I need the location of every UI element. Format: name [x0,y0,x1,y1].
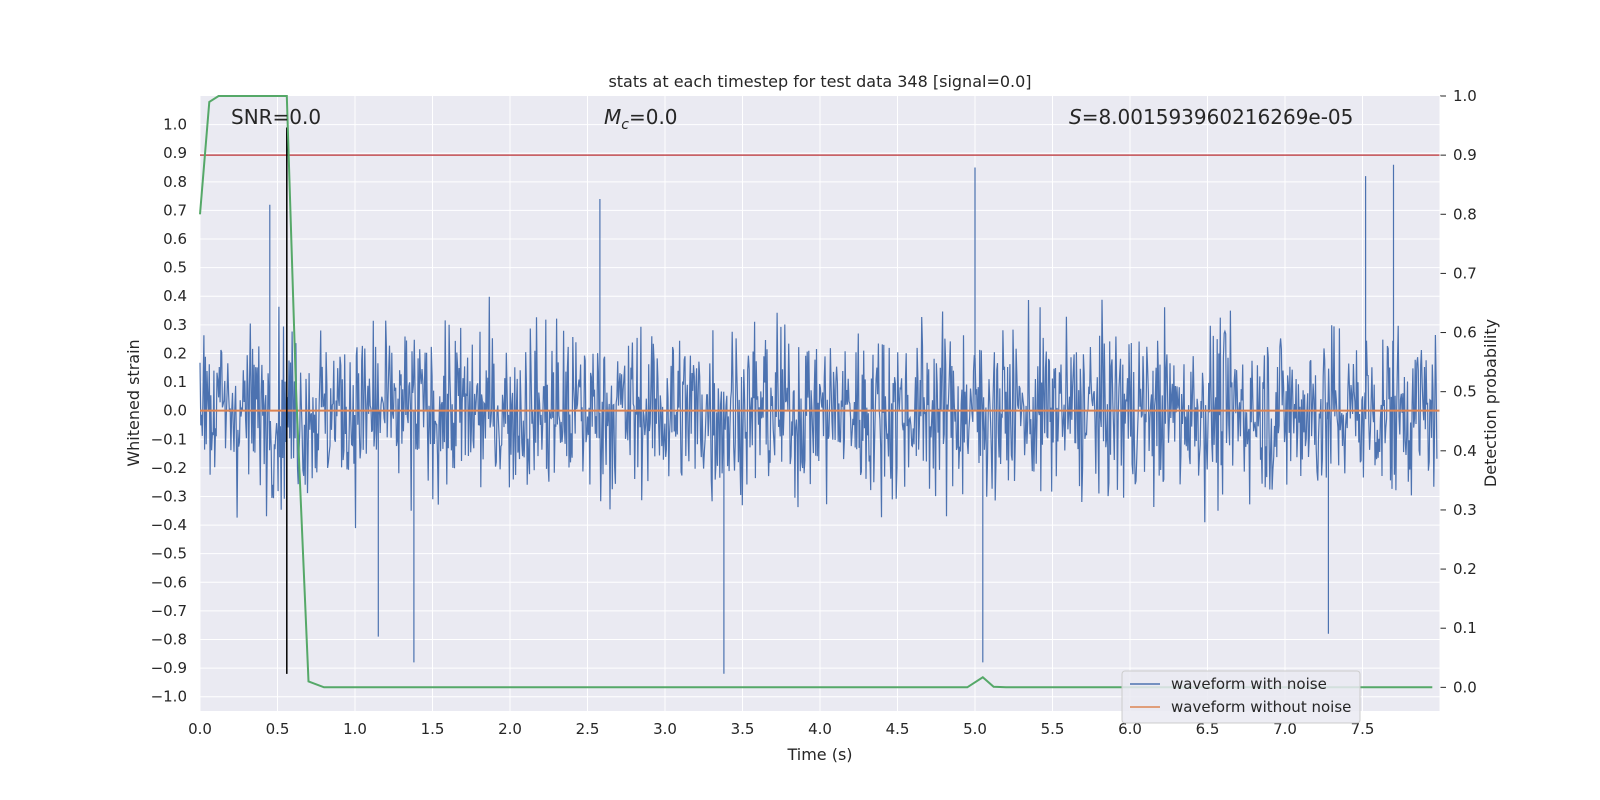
x-tick-label: 4.5 [886,720,910,738]
noise-waveform [199,164,1438,674]
x-tick-label: 3.5 [731,720,755,738]
y-tick-label: 0.2 [163,344,187,362]
y-tick-label: 0.0 [163,402,187,420]
y-axis-label: Whitened strain [124,339,143,466]
x-tick-label: 1.0 [343,720,367,738]
x-tick-label: 4.0 [808,720,832,738]
overlay-lines [199,95,1440,689]
y-tick-label: −0.8 [151,630,187,648]
y-tick-label: 0.7 [163,201,187,219]
legend-box [1121,670,1361,724]
noise-waveform-line [199,164,1438,674]
legend: waveform with noise waveform without noi… [1121,670,1361,724]
y2-tick-label: 0.0 [1453,678,1477,696]
y-tick-label: 0.9 [163,144,187,162]
x-tick-label: 2.5 [576,720,600,738]
y-tick-label: −1.0 [151,688,187,706]
y2-tick-label: 0.6 [1453,324,1477,342]
x-tick-label: 6.5 [1196,720,1220,738]
y-tick-label: 0.6 [163,230,187,248]
chart-title: stats at each timestep for test data 348… [608,72,1031,91]
x-axis-label: Time (s) [786,745,852,764]
x-tick-label: 6.0 [1118,720,1142,738]
y-tick-label: −0.3 [151,487,187,505]
snr-annotation: SNR=0.0 [231,105,321,129]
y-tick-label: −0.9 [151,659,187,677]
y-tick-label: −0.6 [151,573,187,591]
x-tick-label: 7.0 [1273,720,1297,738]
y2-tick-label: 1.0 [1453,87,1477,105]
y-tick-label: 0.4 [163,287,187,305]
y2-tick-label: 0.9 [1453,146,1477,164]
y2-tick-label: 0.2 [1453,560,1477,578]
y-tick-label: −0.4 [151,516,187,534]
y-tick-label: 1.0 [163,116,187,134]
y2-tick-label: 0.5 [1453,383,1477,401]
x-tick-label: 5.0 [963,720,987,738]
y-tick-label: 0.8 [163,173,187,191]
y-tick-label: 0.3 [163,316,187,334]
y-tick-label: −0.1 [151,430,187,448]
x-tick-label: 2.0 [498,720,522,738]
s-annotation: S=8.001593960216269e-05 [1069,105,1353,129]
x-tick-label: 1.5 [421,720,445,738]
y2-tick-label: 0.3 [1453,501,1477,519]
axes: 0.0 0.5 1.0 1.5 2.0 2.5 3.0 3.5 4.0 4.5 5.0 5.5 6.0 6… [151,87,1477,738]
x-tick-label: 0.5 [266,720,290,738]
y-tick-label: −0.7 [151,602,187,620]
y-tick-label: −0.2 [151,459,187,477]
y2-tick-label: 0.1 [1453,619,1477,637]
y2-tick-label: 0.7 [1453,264,1477,282]
y2-axis-label: Detection probability [1481,319,1500,487]
y-tick-label: −0.5 [151,545,187,563]
mc-annotation: Mc=0.0 [604,105,678,133]
y2-tick-label: 0.4 [1453,442,1477,460]
x-tick-label: 0.0 [188,720,212,738]
x-tick-label: 3.0 [653,720,677,738]
legend-label-noise: waveform with noise [1171,675,1327,693]
x-tick-label: 7.5 [1351,720,1375,738]
x-tick-label: 5.5 [1041,720,1065,738]
y2-tick-label: 0.8 [1453,205,1477,223]
y-tick-label: 0.1 [163,373,187,391]
detection-probability-line [199,95,1433,689]
y-tick-label: 0.5 [163,259,187,277]
legend-label-clean: waveform without noise [1171,698,1351,716]
